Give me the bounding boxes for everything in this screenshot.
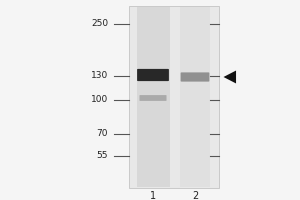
Text: 70: 70 — [97, 130, 108, 138]
FancyBboxPatch shape — [140, 95, 166, 101]
Polygon shape — [224, 71, 236, 83]
FancyBboxPatch shape — [137, 69, 169, 81]
Text: 1: 1 — [150, 191, 156, 200]
Bar — [136, 7, 169, 187]
Text: 100: 100 — [91, 96, 108, 104]
Bar — [180, 7, 210, 187]
Bar — [129, 6, 219, 188]
Text: 2: 2 — [192, 191, 198, 200]
Text: 55: 55 — [97, 152, 108, 160]
FancyBboxPatch shape — [181, 72, 209, 82]
Text: 250: 250 — [91, 20, 108, 28]
Text: 130: 130 — [91, 72, 108, 80]
